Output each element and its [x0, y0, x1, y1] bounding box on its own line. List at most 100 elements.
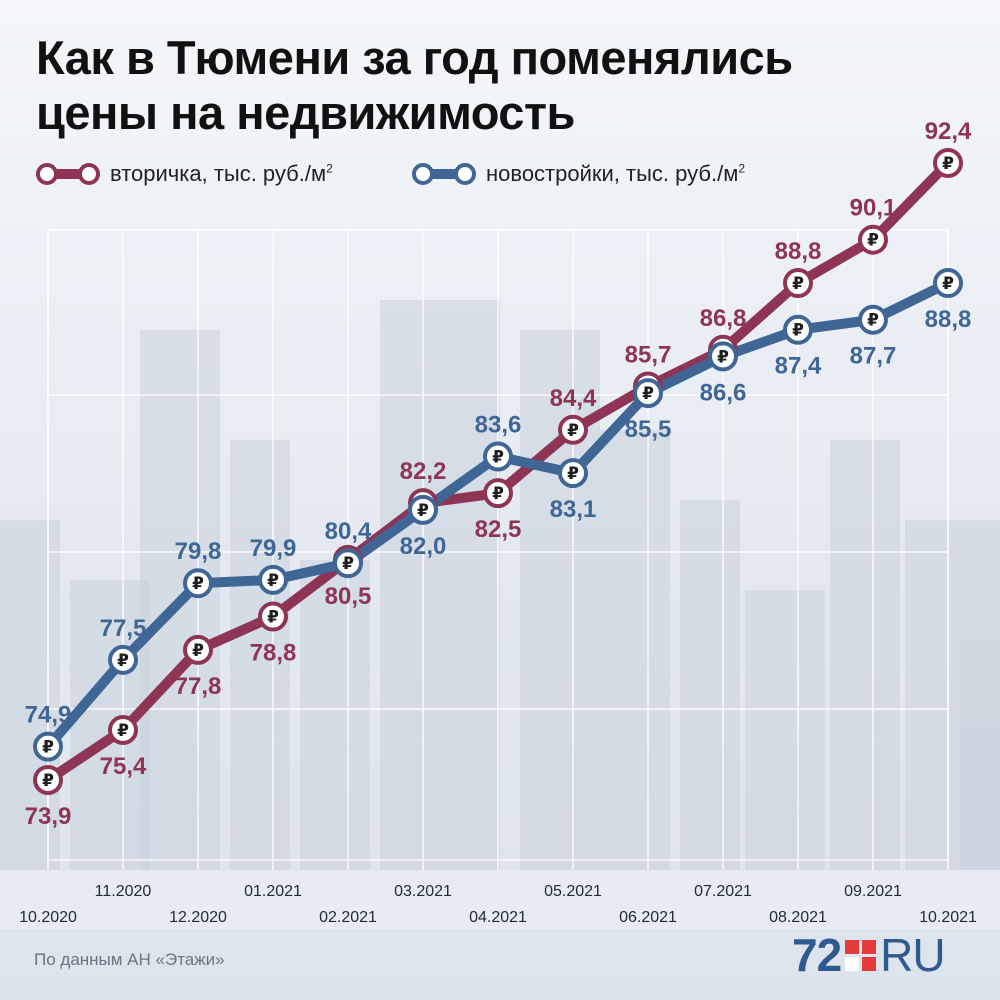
legend-swatch-secondary	[34, 156, 102, 192]
data-label-secondary: 78,8	[250, 640, 297, 667]
logo-domain: RU	[880, 929, 945, 981]
data-point-secondary: ₽	[483, 478, 513, 509]
data-label-new: 87,7	[850, 343, 897, 370]
marker-ring	[783, 314, 813, 345]
ruble-icon: ₽	[867, 311, 879, 331]
data-labels: 73,9 75,4 77,8 78,8 80,5 82,2 82,5 84,4 85,7 86,8…	[25, 118, 972, 830]
data-point-secondary: ₽	[183, 634, 213, 665]
x-tick-label: 10.2020	[19, 909, 77, 926]
ruble-icon: ₽	[792, 274, 804, 294]
data-point-new: ₽	[708, 341, 738, 372]
data-point-new: ₽	[933, 268, 963, 299]
marker-ring	[183, 634, 213, 665]
marker-ring	[108, 714, 138, 745]
ruble-icon: ₽	[117, 651, 129, 671]
data-label-new: 85,5	[625, 416, 672, 443]
building-shape	[300, 560, 370, 870]
x-tick-label: 10.2021	[919, 909, 977, 926]
data-label-new: 74,9	[25, 702, 72, 729]
marker-ring	[258, 564, 288, 595]
ruble-icon: ₽	[942, 154, 954, 174]
data-point-new: ₽	[108, 644, 138, 675]
data-point-new: ₽	[633, 378, 663, 409]
ruble-icon: ₽	[492, 447, 504, 467]
data-label-secondary: 75,4	[100, 753, 147, 780]
data-point-new: ₽	[783, 314, 813, 345]
x-tick-label: 02.2021	[319, 909, 377, 926]
ruble-icon: ₽	[342, 554, 354, 574]
x-tick-label: 03.2021	[394, 883, 452, 900]
building-shape	[745, 590, 825, 870]
city-skyline-background	[0, 300, 1000, 870]
data-point-new: ₽	[333, 548, 363, 579]
building-shape	[830, 440, 900, 870]
axis-band	[0, 870, 1000, 930]
marker-ring	[33, 731, 63, 762]
data-label-secondary: 88,8	[775, 238, 822, 265]
ruble-icon: ₽	[192, 574, 204, 594]
marker-ring	[558, 414, 588, 445]
data-label-secondary: 82,5	[475, 516, 522, 543]
marker-ring	[858, 304, 888, 335]
marker-ring	[783, 268, 813, 299]
marker-ring	[858, 224, 888, 255]
ruble-icon: ₽	[567, 421, 579, 441]
ruble-icon: ₽	[942, 274, 954, 294]
marker-ring	[708, 341, 738, 372]
data-point-secondary: ₽	[258, 601, 288, 632]
ruble-icon: ₽	[192, 641, 204, 661]
data-label-new: 79,9	[250, 535, 297, 562]
series-markers: ₽₽₽₽₽₽₽₽₽₽₽₽₽₽₽₽₽₽₽₽₽₽₽₽₽₽	[33, 148, 963, 795]
data-point-new: ₽	[858, 304, 888, 335]
ruble-icon: ₽	[867, 231, 879, 251]
data-label-secondary: 80,5	[325, 583, 372, 610]
x-tick-label: 06.2021	[619, 909, 677, 926]
building-shape	[380, 300, 500, 870]
marker-ring	[483, 478, 513, 509]
x-tick-label: 09.2021	[844, 883, 902, 900]
x-axis-ticks: 10.2020 11.2020 12.2020 01.2021 02.2021 03.20…	[19, 883, 977, 926]
data-point-secondary: ₽	[33, 764, 63, 795]
data-label-new: 87,4	[775, 353, 822, 380]
chart-title-line-2: цены на недвижимость	[36, 86, 575, 139]
data-label-new: 83,6	[475, 411, 522, 438]
source-note: По данным АН «Этажи»	[34, 950, 225, 969]
marker-ring	[408, 494, 438, 525]
building-shape	[230, 440, 290, 870]
data-label-secondary: 73,9	[25, 803, 72, 830]
data-label-secondary: 92,4	[925, 118, 972, 145]
data-point-new: ₽	[33, 731, 63, 762]
marker-ring	[33, 764, 63, 795]
ruble-icon: ₽	[42, 771, 54, 791]
data-point-secondary: ₽	[783, 268, 813, 299]
marker-ring	[183, 568, 213, 599]
legend-swatch-new	[410, 156, 478, 192]
logo-number: 72	[792, 929, 842, 981]
data-point-secondary: ₽	[933, 148, 963, 178]
data-label-secondary: 85,7	[625, 341, 672, 368]
building-shape	[0, 520, 60, 870]
ruble-icon: ₽	[492, 484, 504, 504]
chart-title: Как в Тюмени за год поменялись цены на н…	[36, 30, 936, 140]
legend-label-new: новостройки, тыс. руб./м2	[486, 161, 746, 186]
marker-ring	[108, 644, 138, 675]
marker-ring	[258, 601, 288, 632]
data-point-secondary: ₽	[108, 714, 138, 745]
chart-grid	[0, 229, 1000, 930]
data-label-new: 86,6	[700, 379, 747, 406]
data-label-new: 83,1	[550, 496, 597, 523]
x-tick-label: 07.2021	[694, 883, 752, 900]
data-label-secondary: 77,8	[175, 673, 222, 700]
data-label-secondary: 82,2	[400, 458, 447, 485]
building-shape	[680, 500, 740, 870]
ruble-icon: ₽	[42, 738, 54, 758]
ruble-icon: ₽	[267, 571, 279, 591]
ruble-icon: ₽	[567, 464, 579, 484]
marker-ring	[933, 148, 963, 178]
x-tick-label: 01.2021	[244, 883, 302, 900]
data-label-new: 82,0	[400, 533, 447, 560]
marker-ring	[558, 458, 588, 489]
ruble-icon: ₽	[642, 384, 654, 404]
legend-item-new: новостройки, тыс. руб./м2	[410, 156, 745, 192]
